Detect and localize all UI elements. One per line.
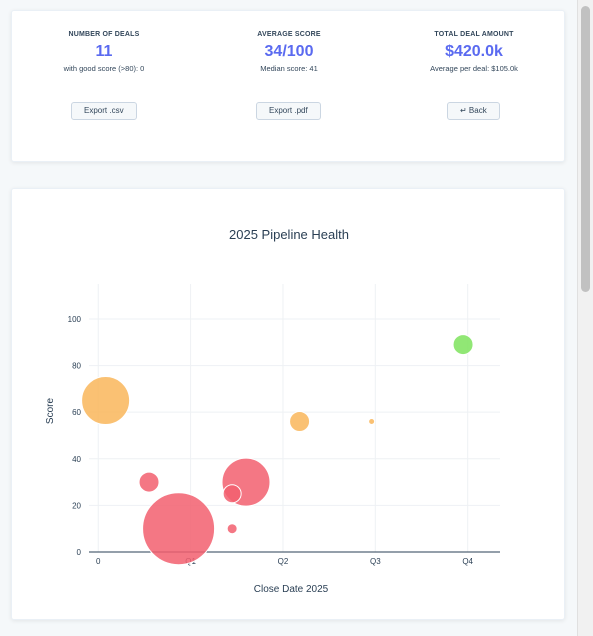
x-tick-label: 0 [96,557,101,566]
y-tick-label: 100 [68,315,82,324]
bubble-point[interactable] [226,523,238,535]
tick-layer: 0204060801000Q1Q2Q3Q4 [68,315,474,566]
stat-subtext: Median score: 41 [260,64,318,73]
stat-label: AVERAGE SCORE [257,31,321,38]
export-pdf-button[interactable]: Export .pdf [256,102,321,120]
scrollbar-thumb[interactable] [581,6,590,292]
stat-subtext: with good score (>80): 0 [63,64,145,73]
back-button[interactable]: ↵ Back [447,102,500,120]
bubble-point[interactable] [222,484,242,504]
stat-label: NUMBER OF DEALS [68,31,140,38]
y-tick-label: 40 [72,455,81,464]
stat-average-score: AVERAGE SCORE 34/100 Median score: 41 [197,11,381,73]
stat-value: 34/100 [264,43,314,60]
export-csv-button[interactable]: Export .csv [71,102,137,120]
x-tick-label: Q4 [462,557,473,566]
x-tick-label: Q2 [278,557,289,566]
vertical-scrollbar[interactable] [577,0,593,636]
stat-subtext: Average per deal: $105.0k [430,64,518,73]
stat-number-of-deals: NUMBER OF DEALS 11 with good score (>80)… [12,11,196,73]
summary-card: NUMBER OF DEALS 11 with good score (>80)… [11,10,565,162]
stat-value: 11 [95,43,113,60]
chart-card: 2025 Pipeline Health 0204060801000Q1Q2Q3… [11,188,565,620]
bubble-point[interactable] [368,417,376,425]
stat-value: $420.0k [445,43,503,60]
y-tick-label: 20 [72,501,81,510]
y-tick-label: 0 [77,548,82,557]
bubble-layer [81,334,474,566]
chart-title: 2025 Pipeline Health [229,227,349,242]
y-tick-label: 80 [72,362,81,371]
bubble-point[interactable] [142,492,216,566]
y-axis-label: Score [45,398,56,425]
y-tick-label: 60 [72,408,81,417]
bubble-point[interactable] [452,334,474,356]
bubble-point[interactable] [138,471,160,493]
stat-total-deal-amount: TOTAL DEAL AMOUNT $420.0k Average per de… [382,11,566,73]
stat-label: TOTAL DEAL AMOUNT [434,31,514,38]
bubble-chart: 2025 Pipeline Health 0204060801000Q1Q2Q3… [45,227,500,595]
x-axis-label: Close Date 2025 [254,584,329,595]
bubble-point[interactable] [289,410,311,432]
x-tick-label: Q3 [370,557,381,566]
bubble-point[interactable] [81,376,131,426]
